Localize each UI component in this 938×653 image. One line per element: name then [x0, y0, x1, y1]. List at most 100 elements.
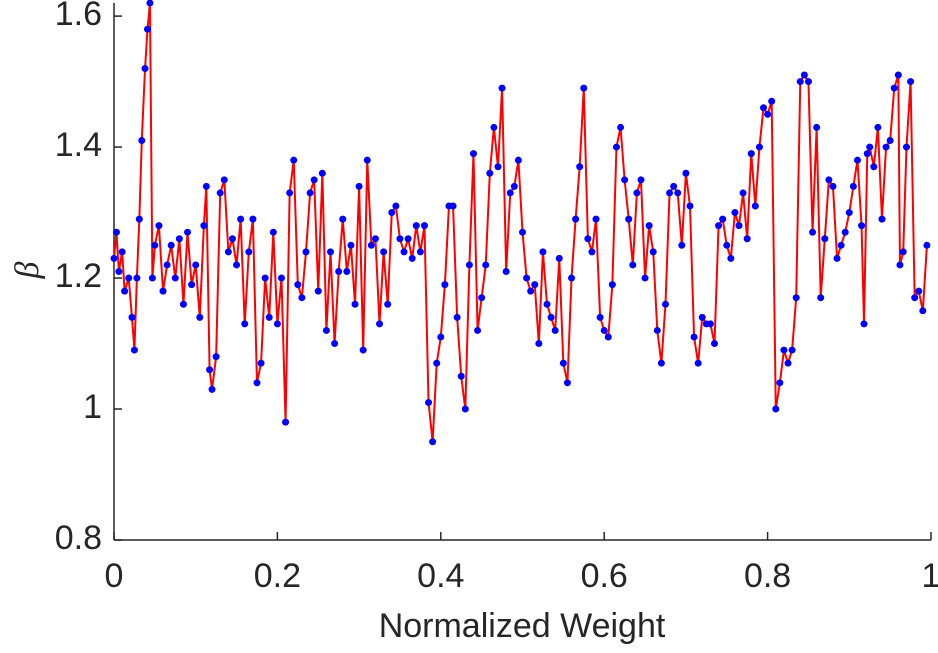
data-point	[576, 163, 584, 171]
data-point	[653, 326, 661, 334]
data-point	[494, 163, 502, 171]
data-point	[486, 169, 494, 177]
data-point	[469, 150, 477, 158]
data-point	[143, 25, 151, 33]
data-point	[420, 222, 428, 230]
data-point	[327, 248, 335, 256]
data-point	[208, 385, 216, 393]
data-point	[112, 228, 120, 236]
data-point	[478, 294, 486, 302]
y-tick-label: 1.6	[55, 0, 102, 33]
data-point	[269, 228, 277, 236]
data-point	[318, 169, 326, 177]
data-point	[596, 313, 604, 321]
data-point	[257, 359, 265, 367]
data-point	[559, 359, 567, 367]
data-point	[731, 209, 739, 217]
data-point	[837, 241, 845, 249]
data-point	[625, 215, 633, 223]
data-point	[866, 143, 874, 151]
data-point	[899, 248, 907, 256]
data-point	[322, 326, 330, 334]
data-point	[896, 261, 904, 269]
data-point	[800, 71, 808, 79]
y-tick-label: 0.8	[55, 519, 102, 557]
data-point	[907, 78, 915, 86]
y-tick-label: 1	[83, 388, 102, 426]
data-point	[531, 281, 539, 289]
data-point	[371, 235, 379, 243]
data-point	[461, 405, 469, 413]
data-point	[523, 274, 531, 282]
data-point	[502, 268, 510, 275]
data-point	[555, 254, 563, 262]
data-point	[355, 182, 363, 190]
data-point	[804, 78, 812, 86]
data-point	[715, 222, 723, 230]
data-point	[780, 346, 788, 354]
data-point	[294, 281, 302, 289]
data-point	[833, 254, 841, 262]
data-point	[666, 189, 674, 197]
data-point	[510, 182, 518, 190]
y-tick-label: 1.2	[55, 257, 102, 295]
data-point	[121, 287, 129, 295]
data-point	[310, 176, 318, 184]
data-point	[751, 202, 759, 210]
data-point	[768, 97, 776, 105]
data-point	[674, 189, 682, 197]
data-point	[265, 313, 273, 321]
data-point	[710, 340, 718, 348]
data-point	[175, 235, 183, 243]
data-point	[592, 215, 600, 223]
data-point	[813, 123, 821, 131]
data-point	[535, 340, 543, 348]
data-point	[343, 268, 351, 275]
y-tick-label: 1.4	[55, 126, 102, 164]
data-point	[645, 222, 653, 230]
data-point	[829, 182, 837, 190]
data-point	[621, 176, 629, 184]
data-point	[192, 261, 200, 269]
data-point	[604, 333, 612, 341]
y-axis-label: β	[9, 261, 46, 279]
data-point	[433, 359, 441, 367]
data-point	[743, 235, 751, 243]
data-point	[228, 235, 236, 243]
data-point	[670, 182, 678, 190]
data-point	[237, 215, 245, 223]
data-point	[682, 169, 690, 177]
x-tick-label: 1	[922, 557, 938, 595]
data-point	[902, 143, 910, 151]
data-point	[784, 359, 792, 367]
data-point	[146, 0, 154, 7]
data-point	[400, 248, 408, 256]
x-axis-label: Normalized Weight	[379, 607, 666, 645]
data-point	[241, 320, 249, 328]
data-point	[196, 313, 204, 321]
data-point	[416, 248, 424, 256]
data-point	[206, 366, 214, 374]
data-point	[882, 143, 890, 151]
data-point	[563, 379, 571, 387]
data-point	[747, 150, 755, 158]
data-point	[437, 333, 445, 341]
data-point	[290, 156, 298, 164]
data-point	[253, 379, 261, 387]
data-point	[159, 287, 167, 295]
data-point	[792, 294, 800, 302]
data-point	[588, 248, 596, 256]
data-point	[817, 294, 825, 302]
data-point	[141, 64, 149, 72]
data-point	[441, 281, 449, 289]
data-point	[151, 241, 159, 249]
data-point	[617, 123, 625, 131]
data-point	[568, 274, 576, 282]
data-point	[629, 261, 637, 269]
data-point	[167, 241, 175, 249]
data-point	[359, 346, 367, 354]
data-point	[853, 156, 861, 164]
data-point	[894, 71, 902, 79]
data-point	[551, 326, 559, 334]
